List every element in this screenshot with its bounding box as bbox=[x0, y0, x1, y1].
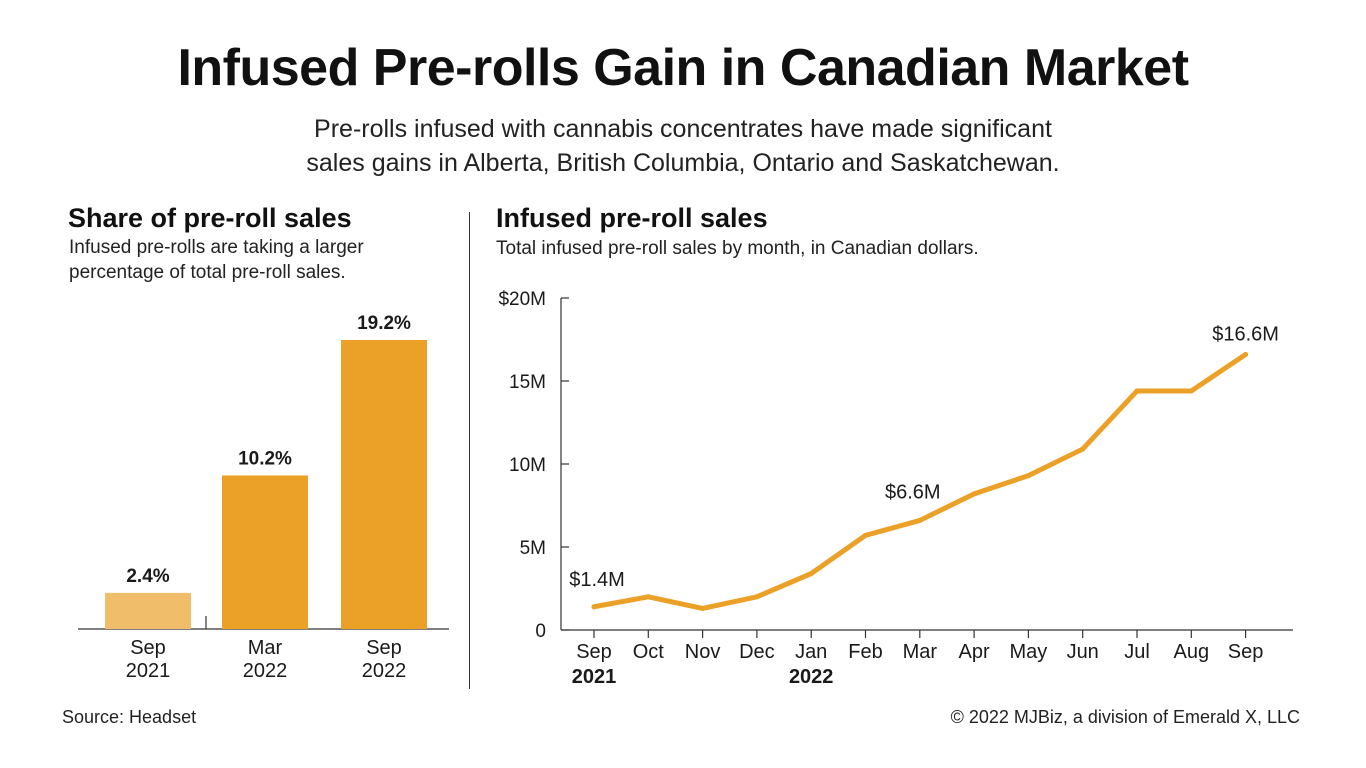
series-point bbox=[808, 571, 814, 577]
x-tick-label: Feb bbox=[848, 641, 882, 663]
bar bbox=[105, 592, 191, 629]
bar-category-label: Sep bbox=[366, 637, 402, 659]
x-tick-label: Sep bbox=[1228, 641, 1264, 663]
x-tick-label: May bbox=[1010, 641, 1048, 663]
series-point bbox=[591, 604, 597, 610]
y-tick-label: 10M bbox=[509, 455, 546, 476]
x-tick-label: Dec bbox=[739, 641, 775, 663]
line-annotation-label: $6.6M bbox=[885, 481, 941, 503]
x-tick-label: Sep bbox=[576, 641, 612, 663]
line-chart-title: Infused pre-roll sales bbox=[496, 203, 768, 233]
y-tick-label: 15M bbox=[509, 372, 546, 393]
panel-divider bbox=[469, 212, 470, 689]
series-point bbox=[1080, 446, 1086, 452]
x-tick-label: Jun bbox=[1067, 641, 1099, 663]
bar-category-label: Sep bbox=[130, 637, 166, 659]
page-title: Infused Pre-rolls Gain in Canadian Marke… bbox=[177, 39, 1189, 97]
line-chart-subtitle: Total infused pre-roll sales by month, i… bbox=[496, 238, 979, 259]
x-tick-label: Jan bbox=[795, 641, 827, 663]
line-annotation-label: $16.6M bbox=[1212, 323, 1279, 345]
source-note: Source: Headset bbox=[62, 707, 197, 727]
y-tick-label: $20M bbox=[498, 289, 546, 310]
bar-category-year-label: 2022 bbox=[243, 660, 288, 682]
bar-chart-subtitle: Infused pre-rolls are taking a larger pe… bbox=[69, 237, 364, 283]
bar-data-label: 10.2% bbox=[238, 448, 292, 469]
bar-data-label: 19.2% bbox=[357, 313, 411, 334]
x-tick-label: Oct bbox=[633, 641, 665, 663]
bar-category-label: Mar bbox=[248, 637, 283, 659]
bar bbox=[222, 475, 308, 629]
series-point bbox=[1134, 388, 1140, 394]
series-point bbox=[700, 605, 706, 611]
series-point bbox=[754, 594, 760, 600]
series-point bbox=[1188, 388, 1194, 394]
bar bbox=[341, 340, 427, 629]
bar-category-year-label: 2022 bbox=[362, 660, 407, 682]
x-year-label: 2021 bbox=[572, 666, 617, 688]
series-point bbox=[971, 491, 977, 497]
series-point bbox=[1243, 351, 1249, 357]
x-year-label: 2022 bbox=[789, 666, 834, 688]
page-subtitle: Pre-rolls infused with cannabis concentr… bbox=[306, 115, 1060, 177]
x-tick-label: Apr bbox=[959, 641, 990, 663]
x-tick-label: Jul bbox=[1124, 641, 1150, 663]
x-tick-label: Aug bbox=[1174, 641, 1210, 663]
bar-data-label: 2.4% bbox=[126, 566, 169, 587]
y-tick-label: 5M bbox=[520, 538, 546, 559]
copyright-note: © 2022 MJBiz, a division of Emerald X, L… bbox=[950, 707, 1300, 727]
series-point bbox=[645, 594, 651, 600]
x-tick-label: Mar bbox=[903, 641, 938, 663]
x-tick-label: Nov bbox=[685, 641, 721, 663]
bar-chart-title: Share of pre-roll sales bbox=[68, 203, 352, 233]
y-tick-label: 0 bbox=[535, 621, 546, 642]
series-point bbox=[1025, 473, 1031, 479]
series-point bbox=[917, 517, 923, 523]
series-point bbox=[863, 532, 868, 538]
line-annotation-label: $1.4M bbox=[569, 569, 625, 591]
bar-category-year-label: 2021 bbox=[126, 660, 171, 682]
